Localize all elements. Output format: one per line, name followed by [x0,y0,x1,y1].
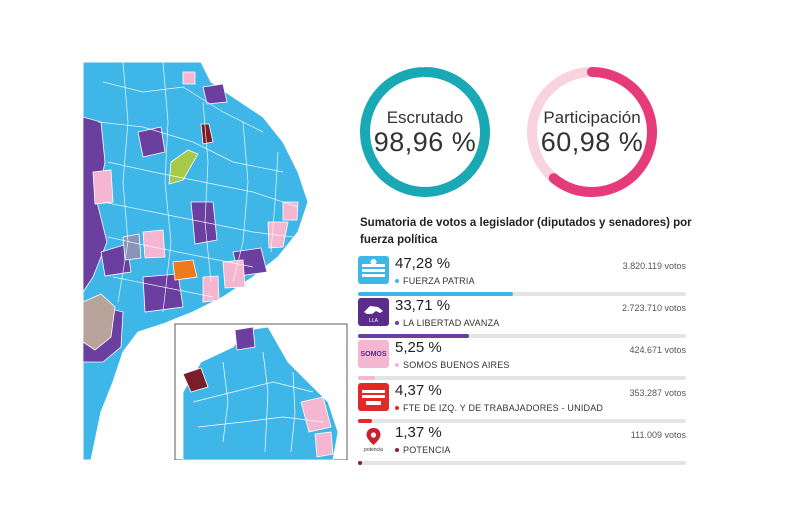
region-pink-7 [182,71,196,85]
party-votes: 2.723.710 votos [621,303,686,313]
party-bar-fill [358,292,514,296]
party-name-text: SOMOS BUENOS AIRES [403,360,510,370]
escrutado-arc [360,67,490,197]
participacion-value: 60,98 % [540,127,644,157]
party-name: FUERZA PATRIA [395,276,475,286]
party-votes: 353.287 votos [629,388,686,398]
inset-maroon [182,367,209,393]
region-orange [172,259,198,281]
party-bar-fill [358,376,376,380]
party-dot [395,406,399,410]
escrutado-gauge: Escrutado 98,96 % [355,66,495,198]
party-name: SOMOS BUENOS AIRES [395,360,510,370]
party-bar-track [358,334,686,338]
somos-logo-icon: SOMOS [358,340,389,368]
region-green [168,149,199,185]
party-name-text: POTENCIA [403,445,451,455]
party-row-potencia: potencia 1,37 % POTENCIA 111.009 votos [358,424,688,467]
region-maroon [200,123,214,145]
region-purple-1 [137,126,166,158]
party-percentage: 47,28 % [395,255,451,272]
region-slate [122,233,142,261]
region-pink-2 [142,229,166,259]
province-map [83,62,348,460]
party-percentage: 33,71 % [395,297,451,314]
participacion-gauge: Participación 60,98 % [522,66,662,198]
party-name-text: LA LIBERTAD AVANZA [403,318,500,328]
party-name: LA LIBERTAD AVANZA [395,318,499,328]
party-dot [395,321,399,325]
party-votes: 111.009 votos [630,430,686,440]
party-dot [395,279,399,283]
region-purple-3 [142,273,184,313]
party-row-fuerza-patria: 47,28 % FUERZA PATRIA 3.820.119 votos [358,255,688,298]
escrutado-label: Escrutado [386,108,464,127]
inset-purple [234,326,256,351]
party-votes: 3.820.119 votos [622,261,686,271]
party-bar-track [358,292,686,296]
escrutado-value: 98,96 % [373,127,477,157]
party-bar-fill [358,461,363,465]
party-percentage: 5,25 % [395,339,442,356]
party-dot [395,363,399,367]
participacion-arc [527,67,657,197]
region-pink-1 [92,169,114,205]
region-purple-2 [190,201,218,245]
party-name-text: FUERZA PATRIA [403,276,475,286]
logo-text: potencia [364,447,383,453]
party-percentage: 1,37 % [395,424,442,441]
lion-icon: LLA [358,298,389,326]
region-purple-6 [202,83,228,105]
region-pink-5 [282,201,299,221]
section-title: Sumatoria de votos a legislador (diputad… [360,217,692,246]
logo-text: SOMOS [360,351,386,358]
region-purple-west [83,116,108,293]
party-bar-track [358,376,686,380]
fit-logo-icon [358,383,389,411]
pin-icon: potencia [358,425,389,453]
party-name: POTENCIA [395,445,451,455]
inset-pink-2 [314,431,334,458]
inset-region [182,326,339,460]
party-votes: 424.671 votos [629,345,686,355]
region-pink-3 [222,259,246,289]
province-shape [83,62,309,460]
region-gray [83,293,116,351]
sun-stripes-icon [358,256,389,284]
party-row-libertad-avanza: LLA 33,71 % LA LIBERTAD AVANZA 2.723.710… [358,297,688,340]
inset-pink-1 [300,396,332,433]
party-bar-track [358,461,686,465]
logo-text: LLA [369,318,379,324]
party-name: FTE DE IZQ. Y DE TRABAJADORES - UNIDAD [395,403,603,413]
party-bar-track [358,419,686,423]
party-name-text: FTE DE IZQ. Y DE TRABAJADORES - UNIDAD [403,403,604,413]
party-percentage: 4,37 % [395,382,442,399]
participacion-label: Participación [543,108,641,127]
party-bar-fill [358,419,373,423]
party-row-somos: SOMOS 5,25 % SOMOS BUENOS AIRES 424.671 … [358,339,688,382]
party-bar-fill [358,334,469,338]
party-row-izquierda: 4,37 % FTE DE IZQ. Y DE TRABAJADORES - U… [358,382,688,425]
party-dot [395,448,399,452]
